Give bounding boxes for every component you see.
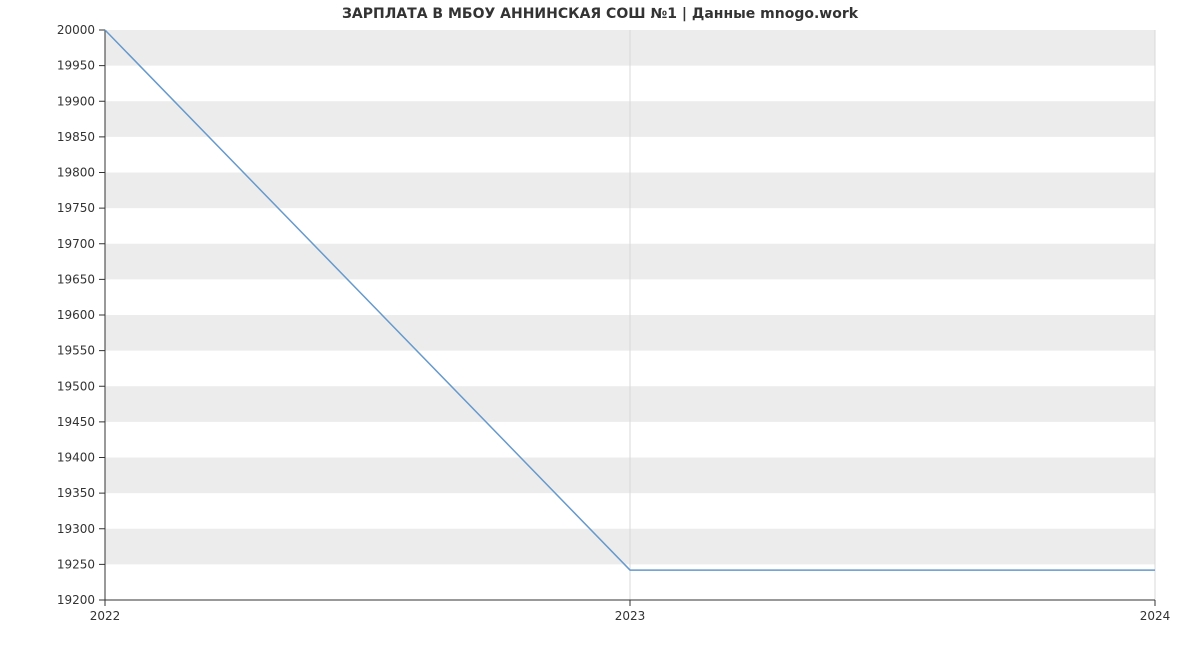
svg-text:19850: 19850 bbox=[57, 130, 95, 144]
svg-text:2024: 2024 bbox=[1140, 609, 1171, 623]
svg-text:19450: 19450 bbox=[57, 415, 95, 429]
svg-text:19350: 19350 bbox=[57, 486, 95, 500]
svg-text:19400: 19400 bbox=[57, 451, 95, 465]
svg-text:19250: 19250 bbox=[57, 557, 95, 571]
svg-text:19300: 19300 bbox=[57, 522, 95, 536]
svg-text:19600: 19600 bbox=[57, 308, 95, 322]
svg-text:19750: 19750 bbox=[57, 201, 95, 215]
svg-text:19950: 19950 bbox=[57, 59, 95, 73]
svg-text:19500: 19500 bbox=[57, 379, 95, 393]
svg-text:19200: 19200 bbox=[57, 593, 95, 607]
svg-text:20000: 20000 bbox=[57, 23, 95, 37]
chart-svg: 19200 19250 19300 19350 19400 19450 19500 19550… bbox=[0, 0, 1200, 650]
svg-text:2022: 2022 bbox=[90, 609, 121, 623]
svg-text:19650: 19650 bbox=[57, 272, 95, 286]
svg-text:19900: 19900 bbox=[57, 94, 95, 108]
svg-text:19700: 19700 bbox=[57, 237, 95, 251]
svg-text:19800: 19800 bbox=[57, 166, 95, 180]
salary-line-chart: ЗАРПЛАТА В МБОУ АННИНСКАЯ СОШ №1 | Данны… bbox=[0, 0, 1200, 650]
svg-text:2023: 2023 bbox=[615, 609, 646, 623]
svg-text:19550: 19550 bbox=[57, 344, 95, 358]
